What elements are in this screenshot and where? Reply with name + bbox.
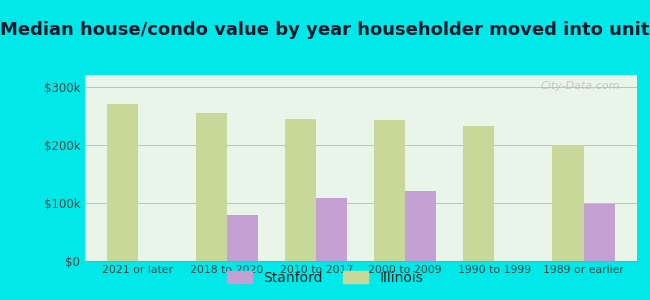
Legend: Stanford, Illinois: Stanford, Illinois: [221, 265, 429, 290]
Bar: [107, 104, 138, 261]
Bar: [406, 191, 437, 261]
Bar: [374, 120, 406, 261]
Bar: [196, 113, 227, 261]
Bar: [463, 126, 495, 261]
Bar: [227, 214, 258, 261]
Bar: [584, 204, 615, 261]
Bar: [285, 118, 316, 261]
Text: City-Data.com: City-Data.com: [541, 81, 620, 91]
Bar: [316, 198, 347, 261]
Bar: [552, 145, 584, 261]
Text: Median house/condo value by year householder moved into unit: Median house/condo value by year househo…: [0, 21, 650, 39]
